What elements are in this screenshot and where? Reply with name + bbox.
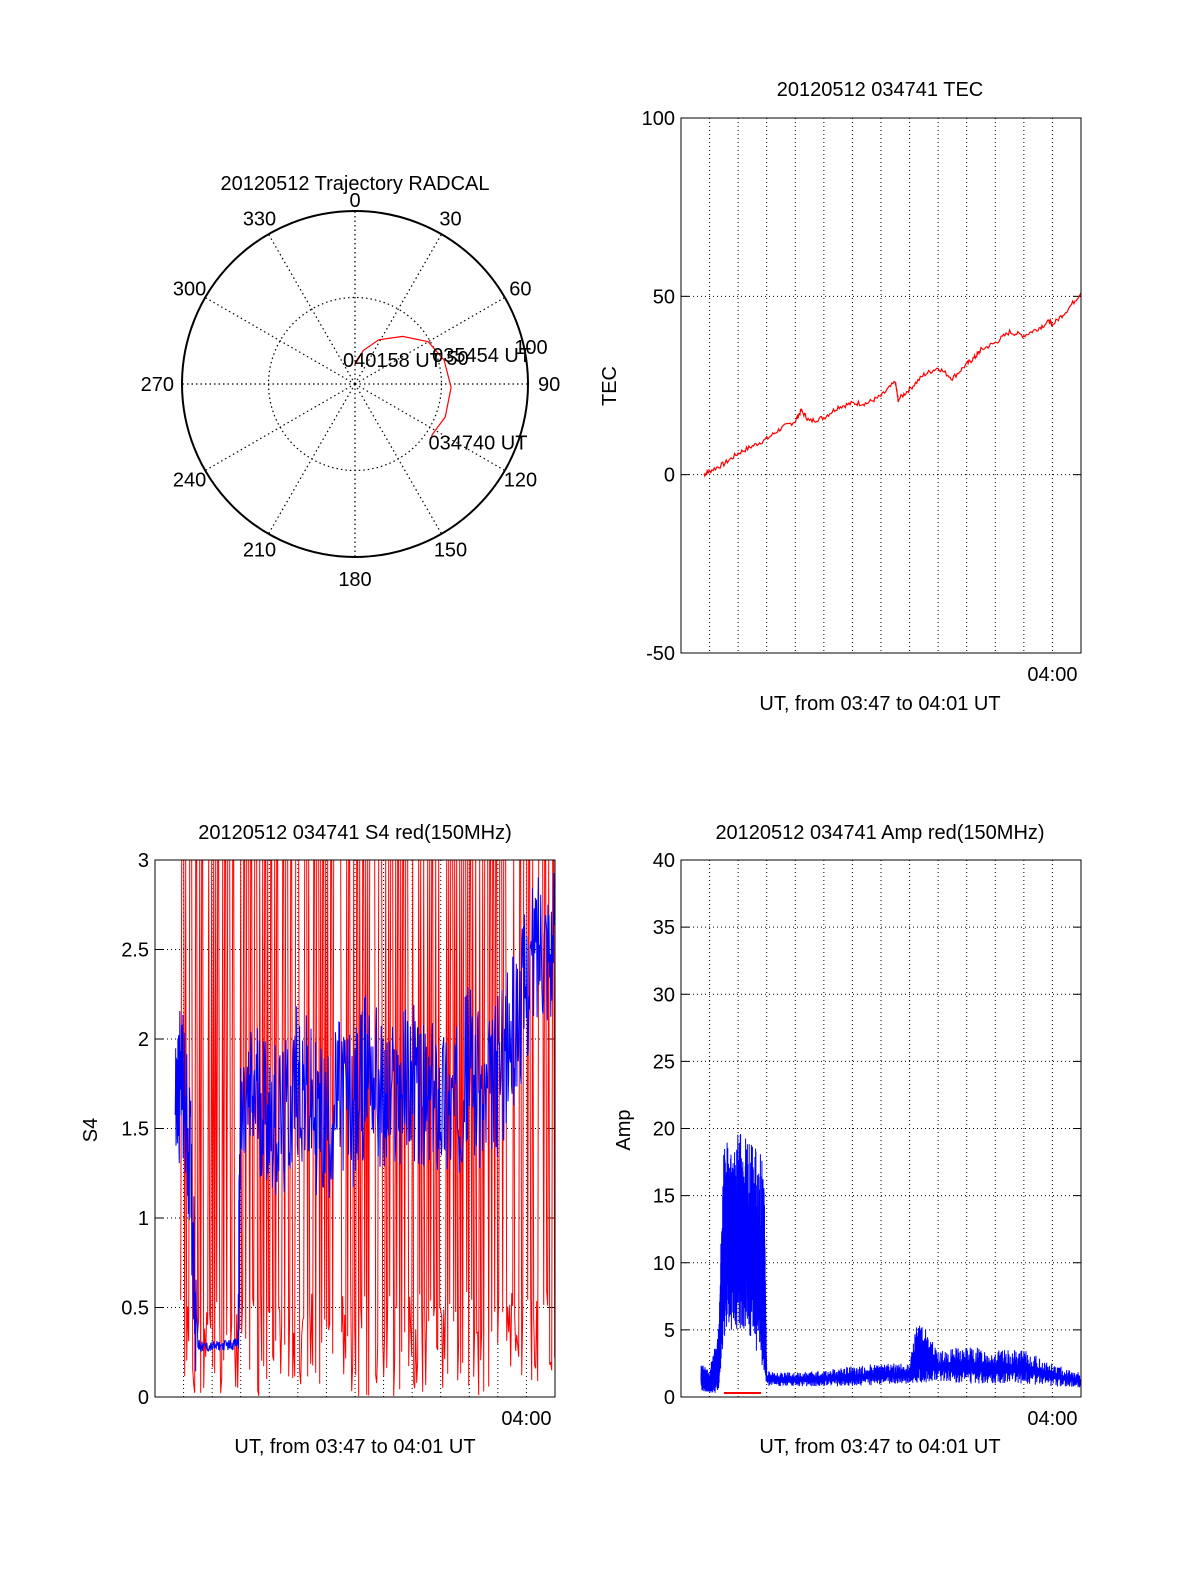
amp-series	[700, 1133, 1081, 1394]
tec-xtick-label: 04:00	[1027, 664, 1077, 686]
polar-azimuth-label: 180	[338, 569, 371, 591]
amp-blue-line	[700, 1133, 1081, 1393]
tec-plot: 20120512 034741 TEC UT, from 03:47 to 04…	[599, 79, 1082, 715]
polar-time-annotation: 040158 UT	[343, 350, 442, 372]
amp-ytick-label: 10	[653, 1253, 675, 1275]
polar-azimuth-label: 240	[173, 470, 206, 492]
tec-ylabel: TEC	[599, 366, 621, 406]
polar-azimuth-label: 270	[141, 374, 174, 396]
s4-ytick-label: 2	[138, 1029, 149, 1051]
polar-azimuth-label: 30	[439, 209, 461, 231]
polar-time-annotation: 034740 UT	[428, 433, 527, 455]
polar-azimuth-label: 330	[243, 209, 276, 231]
s4-blue-line	[174, 872, 555, 1372]
polar-plot: 20120512 Trajectory RADCAL 0 30 60 90 120 150…	[141, 173, 561, 591]
amp-ytick-label: 15	[653, 1186, 675, 1208]
tec-title: 20120512 034741 TEC	[777, 79, 983, 101]
tec-ytick-label: 100	[642, 108, 675, 130]
tec-xlabel: UT, from 03:47 to 04:01 UT	[759, 693, 1000, 715]
s4-ytick-label: 1	[138, 1208, 149, 1230]
amp-ytick-label: 30	[653, 984, 675, 1006]
polar-azimuth-label: 210	[243, 539, 276, 561]
s4-xtick-label: 04:00	[501, 1408, 551, 1430]
amp-title: 20120512 034741 Amp red(150MHz)	[715, 822, 1044, 844]
s4-title: 20120512 034741 S4 red(150MHz)	[198, 822, 512, 844]
tec-line	[703, 292, 1082, 478]
polar-azimuth-labels: 0 30 60 90 120 150 180 210 240 270 300 330 50 100	[141, 190, 561, 591]
amp-xtick-label: 04:00	[1027, 1408, 1077, 1430]
amp-ytick-label: 5	[664, 1320, 675, 1342]
polar-spoke	[354, 383, 506, 472]
polar-azimuth-label: 150	[434, 539, 467, 561]
amp-plot-frame	[680, 859, 1082, 1398]
tec-plot-frame	[680, 117, 1082, 654]
s4-plot: 20120512 034741 S4 red(150MHz) UT, from …	[80, 822, 556, 1458]
amp-ytick-label: 40	[653, 850, 675, 872]
polar-spoke	[354, 296, 506, 385]
s4-ytick-label: 2.5	[121, 940, 149, 962]
tec-series	[703, 292, 1082, 478]
polar-time-annotation: 035454 UT	[432, 345, 531, 367]
amp-xlabel: UT, from 03:47 to 04:01 UT	[759, 1436, 1000, 1458]
polar-azimuth-label: 90	[538, 374, 560, 396]
s4-ylabel: S4	[80, 1118, 102, 1142]
s4-ytick-label: 1.5	[121, 1119, 149, 1141]
tec-tick-labels: -50 0 50 100 04:00	[642, 108, 1078, 686]
polar-spoke	[204, 296, 356, 385]
s4-plot-frame	[154, 859, 556, 1398]
s4-tick-labels: 0 0.5 1 1.5 2 2.5 3 04:00	[121, 850, 551, 1430]
amp-tick-labels: 0 5 10 15 20 25 30 35 40 04:00	[653, 850, 1078, 1430]
polar-ring-label: 50	[446, 348, 468, 370]
polar-spoke	[354, 383, 443, 535]
tec-grid	[681, 117, 1081, 654]
polar-spoke	[267, 383, 356, 535]
polar-title: 20120512 Trajectory RADCAL	[220, 173, 489, 195]
polar-spoke	[204, 383, 356, 472]
polar-azimuth-label: 300	[173, 279, 206, 301]
amp-ytick-label: 20	[653, 1119, 675, 1141]
amp-ylabel: Amp	[613, 1109, 635, 1150]
s4-ytick-label: 3	[138, 850, 149, 872]
amp-grid	[681, 859, 1081, 1398]
amp-plot: 20120512 034741 Amp red(150MHz) UT, from…	[613, 822, 1082, 1458]
s4-ytick-label: 0	[138, 1387, 149, 1409]
polar-outer-circle	[181, 210, 529, 558]
s4-xlabel: UT, from 03:47 to 04:01 UT	[234, 1436, 475, 1458]
polar-azimuth-label: 0	[349, 190, 360, 212]
polar-azimuth-label: 120	[504, 470, 537, 492]
amp-ytick-label: 35	[653, 917, 675, 939]
amp-ytick-label: 25	[653, 1051, 675, 1073]
amp-ytick-label: 0	[664, 1387, 675, 1409]
polar-ring-label: 100	[514, 337, 547, 359]
polar-spoke	[354, 233, 443, 385]
tec-ytick-label: -50	[646, 643, 675, 665]
polar-grid	[181, 210, 529, 558]
polar-trajectory	[354, 335, 452, 436]
polar-azimuth-label: 60	[509, 279, 531, 301]
tec-ytick-label: 0	[664, 465, 675, 487]
polar-spoke	[267, 233, 356, 385]
tec-ytick-label: 50	[653, 286, 675, 308]
polar-trajectory-line	[354, 335, 452, 436]
s4-ytick-label: 0.5	[121, 1298, 149, 1320]
